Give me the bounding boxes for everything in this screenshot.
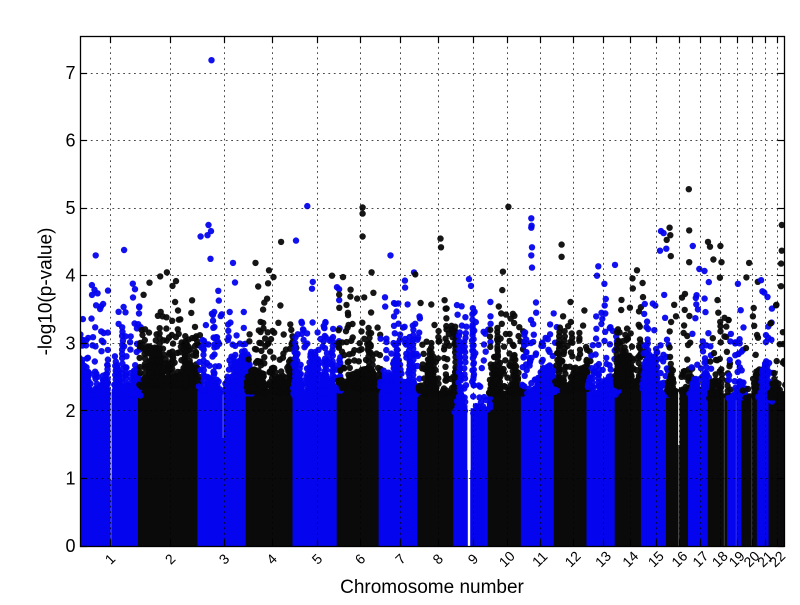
svg-text:3: 3 xyxy=(65,333,75,353)
svg-text:1: 1 xyxy=(65,468,75,488)
svg-text:-log10(p-value): -log10(p-value) xyxy=(36,228,57,356)
svg-text:6: 6 xyxy=(65,131,75,151)
svg-text:0: 0 xyxy=(65,536,75,556)
svg-text:7: 7 xyxy=(65,63,75,83)
svg-text:4: 4 xyxy=(65,266,75,286)
svg-text:Chromosome number: Chromosome number xyxy=(340,577,524,598)
svg-text:2: 2 xyxy=(65,401,75,421)
svg-text:5: 5 xyxy=(65,198,75,218)
